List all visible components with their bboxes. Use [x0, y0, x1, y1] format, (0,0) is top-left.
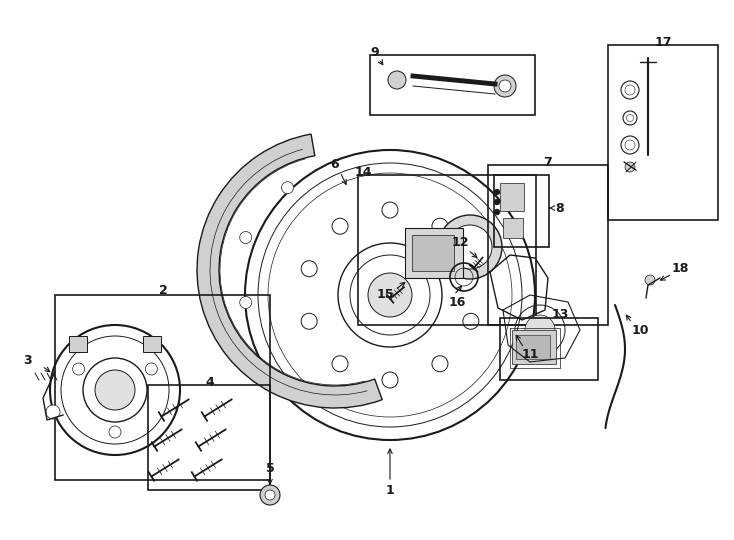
Text: 14: 14 [355, 165, 371, 179]
Circle shape [332, 356, 348, 372]
Circle shape [145, 363, 157, 375]
Circle shape [432, 218, 448, 234]
Text: 1: 1 [385, 483, 394, 496]
Bar [143, 335, 161, 352]
Circle shape [432, 356, 448, 372]
Text: 12: 12 [451, 235, 469, 248]
Circle shape [494, 75, 516, 97]
Circle shape [448, 225, 492, 269]
Bar [608, 45, 718, 220]
Circle shape [463, 313, 479, 329]
Text: 15: 15 [377, 288, 393, 301]
Bar [500, 318, 598, 380]
Text: 13: 13 [551, 308, 569, 321]
Circle shape [382, 372, 398, 388]
Circle shape [265, 490, 275, 500]
Circle shape [301, 261, 317, 276]
Circle shape [240, 296, 252, 308]
Bar [516, 335, 550, 359]
Text: 2: 2 [159, 284, 167, 296]
Bar [148, 385, 270, 490]
Text: 9: 9 [371, 45, 379, 58]
Bar [412, 235, 454, 271]
Text: 4: 4 [206, 375, 214, 388]
Circle shape [368, 273, 412, 317]
Bar [500, 183, 524, 211]
Circle shape [525, 315, 555, 345]
Circle shape [494, 189, 500, 195]
Text: 10: 10 [631, 323, 649, 336]
Circle shape [260, 485, 280, 505]
Text: 16: 16 [448, 295, 465, 308]
Circle shape [301, 313, 317, 329]
Bar [358, 175, 536, 325]
Text: 17: 17 [654, 36, 672, 49]
Circle shape [494, 209, 500, 215]
Circle shape [499, 80, 511, 92]
Circle shape [463, 261, 479, 276]
Text: 5: 5 [266, 462, 275, 475]
Circle shape [382, 202, 398, 218]
Bar [69, 335, 87, 352]
Circle shape [388, 71, 406, 89]
Circle shape [282, 182, 294, 194]
Text: 11: 11 [521, 348, 539, 361]
Text: 8: 8 [556, 201, 564, 214]
Bar [494, 175, 549, 247]
Bar [512, 330, 556, 364]
Circle shape [332, 218, 348, 234]
Text: 18: 18 [672, 261, 688, 274]
Bar [370, 55, 535, 115]
Text: 3: 3 [23, 354, 32, 367]
Circle shape [95, 370, 135, 410]
Bar [488, 165, 608, 325]
Text: 7: 7 [544, 156, 553, 168]
Text: 6: 6 [331, 159, 339, 172]
Circle shape [73, 363, 84, 375]
Circle shape [240, 232, 252, 244]
Bar [405, 228, 463, 278]
Bar [503, 218, 523, 238]
Wedge shape [197, 134, 382, 408]
Circle shape [494, 199, 500, 205]
Circle shape [46, 405, 60, 419]
Circle shape [438, 215, 502, 279]
Circle shape [645, 275, 655, 285]
Circle shape [109, 426, 121, 438]
Bar [55, 295, 270, 480]
Circle shape [625, 162, 635, 172]
